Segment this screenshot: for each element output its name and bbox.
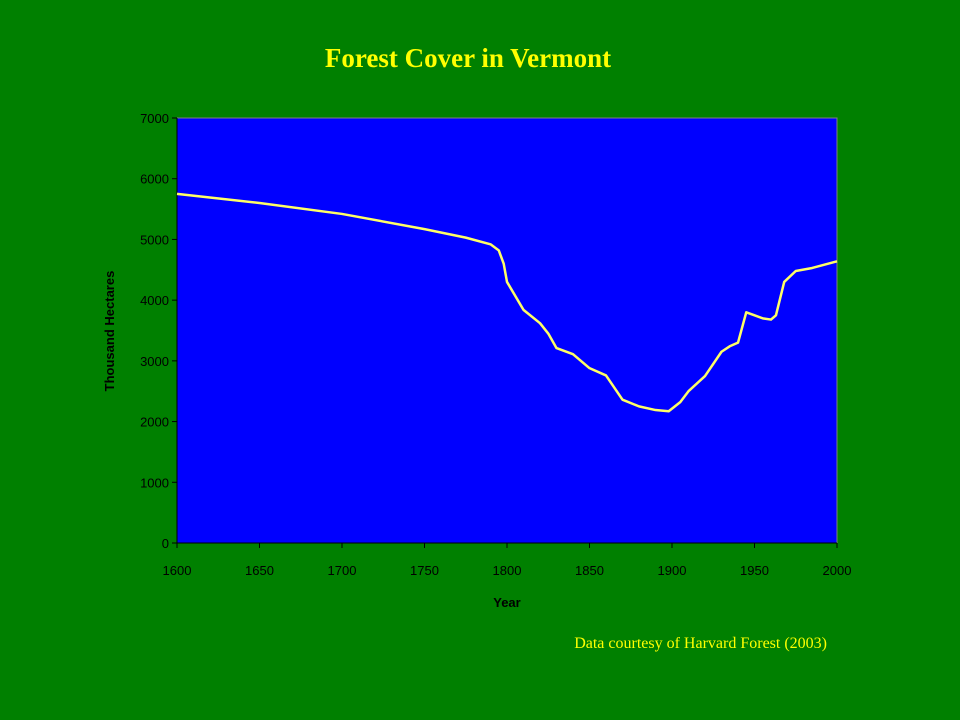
y-axis-label: Thousand Hectares	[102, 271, 117, 392]
x-tick-label: 1600	[163, 563, 192, 578]
y-tick-label: 4000	[140, 293, 169, 308]
y-tick-label: 3000	[140, 354, 169, 369]
x-tick-label: 1950	[740, 563, 769, 578]
y-tick-label: 6000	[140, 172, 169, 187]
x-tick-label: 1700	[328, 563, 357, 578]
source-note: Data courtesy of Harvard Forest (2003)	[574, 635, 827, 652]
x-tick-label: 1750	[410, 563, 439, 578]
y-tick-label: 5000	[140, 232, 169, 247]
y-tick-label: 7000	[140, 111, 169, 126]
chart-title: Forest Cover in Vermont	[325, 43, 611, 73]
y-tick-label: 2000	[140, 415, 169, 430]
x-tick-label: 1800	[493, 563, 522, 578]
x-tick-label: 2000	[823, 563, 852, 578]
x-axis-label: Year	[493, 595, 520, 610]
y-tick-label: 1000	[140, 475, 169, 490]
x-tick-label: 1650	[245, 563, 274, 578]
y-tick-label: 0	[162, 536, 169, 551]
data-line	[176, 192, 838, 413]
plot-area	[176, 117, 838, 544]
x-tick-label: 1850	[575, 563, 604, 578]
x-tick-label: 1900	[658, 563, 687, 578]
